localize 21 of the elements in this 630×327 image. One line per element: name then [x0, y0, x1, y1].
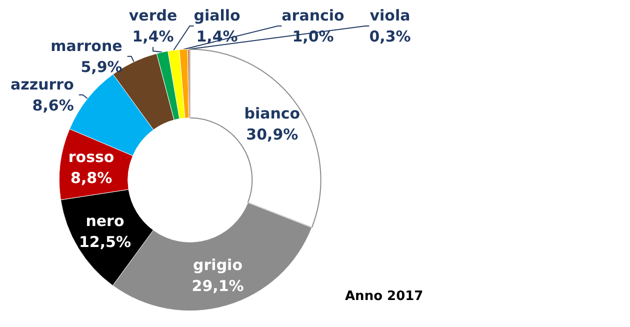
slice-label: marrone [50, 36, 122, 55]
slice-label: giallo [194, 6, 240, 24]
slice-label: bianco [244, 104, 300, 122]
slice-label: viola [370, 6, 410, 24]
data-label: 8,6% [32, 96, 74, 114]
data-label: 29,1% [192, 277, 244, 296]
text: Anno 2017 [345, 289, 424, 304]
data-label: 1,0% [292, 28, 334, 46]
slice-label: azzurro [10, 75, 74, 94]
slice-label: arancio [282, 6, 344, 24]
data-label: 1,4% [196, 28, 238, 46]
data-label: 12,5% [78, 233, 131, 252]
data-label: 5,9% [80, 58, 122, 76]
data-label: 30,9% [246, 125, 298, 144]
slice-label: nero [86, 212, 124, 230]
slice-label: rosso [68, 148, 114, 166]
data-label: 8,8% [70, 169, 112, 188]
slice-label: grigio [193, 256, 243, 274]
slice-label: verde [128, 6, 178, 24]
data-label: 1,4% [132, 28, 174, 46]
data-label: 0,3% [369, 28, 411, 46]
